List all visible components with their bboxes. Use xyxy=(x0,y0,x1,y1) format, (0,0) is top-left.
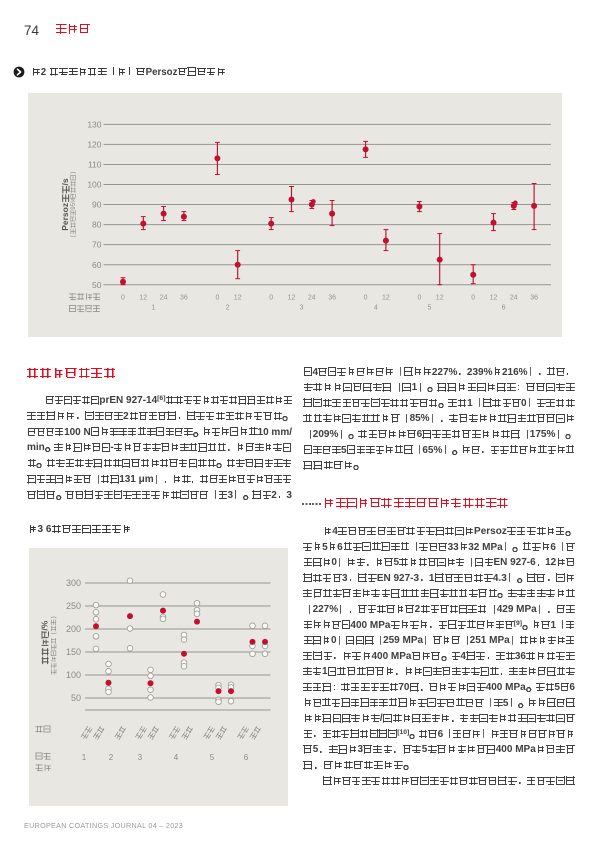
svg-text:12: 12 xyxy=(287,295,295,302)
svg-text:36: 36 xyxy=(328,295,336,302)
svg-text:/%: /% xyxy=(40,620,50,630)
svg-text:250: 250 xyxy=(66,601,81,611)
svg-text:36: 36 xyxy=(180,295,188,302)
svg-text:70: 70 xyxy=(92,240,102,250)
svg-text:24: 24 xyxy=(509,295,517,302)
svg-text:0: 0 xyxy=(417,295,421,302)
svg-text:4: 4 xyxy=(174,753,179,762)
svg-text:95%: 95% xyxy=(69,197,76,210)
svg-text:3: 3 xyxy=(138,753,143,762)
svg-text:Persoz: Persoz xyxy=(60,203,70,231)
svg-text:12: 12 xyxy=(139,295,147,302)
svg-text:4: 4 xyxy=(373,305,377,312)
svg-text:0: 0 xyxy=(363,295,367,302)
svg-text:24: 24 xyxy=(307,295,315,302)
svg-text:110: 110 xyxy=(87,160,101,170)
svg-text:24: 24 xyxy=(159,295,167,302)
svg-text:130: 130 xyxy=(87,120,101,130)
svg-text:200: 200 xyxy=(66,624,81,634)
svg-text:12: 12 xyxy=(382,295,390,302)
svg-text:1: 1 xyxy=(151,305,155,312)
svg-text:100: 100 xyxy=(87,180,101,190)
svg-text:12: 12 xyxy=(233,295,241,302)
svg-text:2: 2 xyxy=(109,753,114,762)
svg-text:6: 6 xyxy=(501,305,505,312)
svg-text:12: 12 xyxy=(435,295,443,302)
svg-text:0: 0 xyxy=(121,295,125,302)
svg-text:12: 12 xyxy=(489,295,497,302)
svg-text:6: 6 xyxy=(244,753,249,762)
svg-text:3: 3 xyxy=(299,305,303,312)
svg-text:36: 36 xyxy=(530,295,538,302)
svg-text:80: 80 xyxy=(92,220,102,230)
svg-text:0: 0 xyxy=(471,295,475,302)
svg-text:50: 50 xyxy=(92,280,102,290)
svg-text:90: 90 xyxy=(92,200,102,210)
svg-text:120: 120 xyxy=(87,140,101,150)
svg-text:5: 5 xyxy=(427,305,431,312)
svg-text:100: 100 xyxy=(66,670,81,680)
svg-text:50: 50 xyxy=(71,693,81,703)
svg-text:0: 0 xyxy=(269,295,273,302)
svg-text:0: 0 xyxy=(215,295,219,302)
svg-text:150: 150 xyxy=(66,647,81,657)
svg-text:60: 60 xyxy=(92,260,102,270)
svg-text:5: 5 xyxy=(210,753,215,762)
svg-text:2: 2 xyxy=(225,305,229,312)
svg-text:1: 1 xyxy=(82,753,87,762)
svg-text:300: 300 xyxy=(66,578,81,588)
svg-text:/s: /s xyxy=(60,178,70,185)
